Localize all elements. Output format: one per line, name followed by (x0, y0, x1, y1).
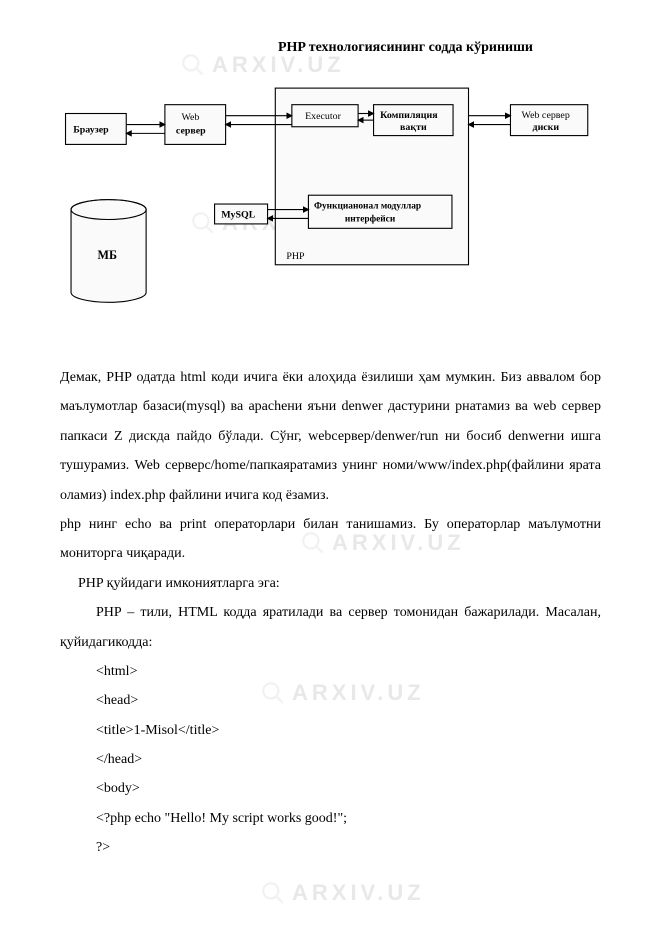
paragraph-1: Демак, PHP одатда html коди ичига ёки ал… (60, 363, 601, 510)
code-line-6: <?php echo "Hello! My script works good!… (60, 804, 601, 833)
paragraph-3: PHP қуйидаги имкониятларга эга: (60, 569, 601, 598)
php-label: PHP (286, 251, 305, 262)
funcmod-label-1: Функцианонал модуллар (314, 201, 421, 211)
funcmod-label-2: интерфейси (345, 214, 396, 225)
watermark-text: ARXIV.UZ (292, 880, 425, 906)
code-line-1: <html> (60, 657, 601, 686)
disk-label-2: диски (533, 122, 560, 133)
code-line-3: <title>1-Misol</title> (60, 716, 601, 745)
magnifier-icon (260, 880, 286, 906)
code-line-2: <head> (60, 686, 601, 715)
browser-label: Браузер (73, 124, 109, 135)
db-label: МБ (98, 248, 117, 262)
php-architecture-diagram: PHP Браузер Web сервер Executor Компиляц… (60, 68, 601, 318)
page-content: PHP технологиясининг содда кўриниши PHP … (0, 0, 661, 863)
diagram-title: PHP технологиясининг содда кўриниши (210, 40, 601, 56)
compile-label-1: Компиляция (380, 110, 438, 121)
disk-label-1: Web сервер (522, 110, 570, 121)
executor-label: Executor (305, 111, 342, 122)
mysql-label: MySQL (221, 209, 256, 220)
code-line-5: <body> (60, 774, 601, 803)
paragraph-4: PHP – тили, HTML кодда яратилади ва серв… (60, 598, 601, 657)
body-text: Демак, PHP одатда html коди ичига ёки ал… (60, 363, 601, 863)
compile-label-2: вақти (400, 122, 427, 133)
webserver-label-1: Web (181, 112, 199, 123)
code-line-7: ?> (60, 833, 601, 862)
code-line-4: </head> (60, 745, 601, 774)
paragraph-2: php нинг echo ва print операторлари била… (60, 510, 601, 569)
watermark: ARXIV.UZ (260, 880, 425, 906)
webserver-label-2: сервер (176, 125, 206, 136)
